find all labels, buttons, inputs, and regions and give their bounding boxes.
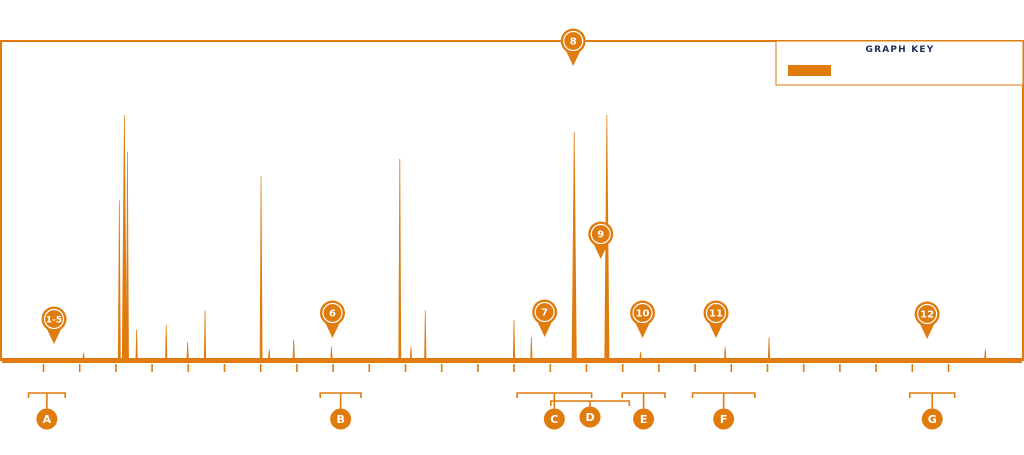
range-c: C	[516, 392, 593, 430]
range-e: E	[621, 392, 666, 430]
range-label: D	[585, 411, 594, 424]
spectrum-baseline	[2, 358, 1022, 363]
spectrum-peak	[424, 310, 427, 359]
marker-label: 9	[597, 230, 604, 241]
spectrum-peak	[330, 346, 333, 359]
x-axis	[42, 364, 950, 372]
peak-marker-6: 6	[319, 300, 345, 338]
marker-ring	[43, 308, 65, 330]
range-annotations: A B C D E F G	[27, 392, 956, 430]
range-label-badge	[633, 408, 655, 430]
marker-badge	[41, 306, 67, 332]
range-f: F	[691, 392, 756, 430]
spectrum-peak	[571, 132, 577, 359]
marker-label: 1-5	[46, 316, 62, 326]
marker-ring	[534, 301, 555, 323]
marker-badge	[914, 301, 940, 327]
legend-frame	[775, 40, 1024, 86]
legend-title: GRAPH KEY	[866, 45, 935, 55]
peak-marker-12: 12	[914, 301, 940, 339]
spectrum-peak	[203, 310, 207, 359]
spectrum-peak	[292, 339, 295, 359]
legend-box: GRAPH KEY	[775, 40, 1024, 86]
marker-ring	[322, 302, 343, 324]
range-label: E	[640, 413, 648, 426]
range-g: G	[909, 392, 956, 430]
spectrum-peak	[121, 115, 127, 359]
range-label: C	[550, 413, 558, 426]
range-label: F	[720, 413, 728, 426]
range-b: B	[319, 392, 362, 430]
spectrum-peak	[409, 346, 413, 359]
spectrum-peak	[186, 341, 189, 359]
range-label: B	[336, 413, 344, 426]
peak-markers: 1-5 6 7 8 9 10 11 12	[41, 28, 940, 344]
peak-marker-8: 8	[560, 28, 586, 66]
spectrum-peak	[512, 320, 516, 359]
range-label-badge	[921, 408, 943, 430]
range-label-badge	[713, 408, 735, 430]
marker-badge	[560, 28, 586, 54]
spectrum-peak	[530, 337, 533, 359]
marker-label: 8	[570, 37, 577, 48]
marker-ring	[705, 302, 727, 324]
marker-ring	[632, 302, 653, 324]
marker-badge	[630, 300, 656, 326]
spectrum-peak	[259, 176, 263, 359]
marker-badge	[588, 221, 614, 247]
marker-label: 11	[709, 309, 723, 320]
marker-label: 7	[541, 308, 548, 319]
range-a: A	[27, 392, 66, 430]
spectrum-peak	[165, 324, 168, 359]
spectrum-peak	[135, 329, 138, 359]
plot-frame	[0, 40, 1024, 361]
peak-marker-10: 10	[630, 300, 656, 338]
marker-badge	[532, 299, 558, 325]
peak-marker-11: 11	[703, 300, 729, 338]
range-d: D	[550, 400, 631, 428]
marker-badge	[703, 300, 729, 326]
spectrum-series	[2, 115, 1022, 363]
marker-label: 6	[329, 309, 336, 320]
peak-marker-1-5: 1-5	[41, 306, 67, 344]
range-label: A	[43, 413, 52, 426]
spectrum-peak	[724, 346, 727, 359]
range-label-badge	[330, 408, 352, 430]
range-label-badge	[579, 406, 601, 428]
range-label: G	[928, 413, 937, 426]
marker-label: 10	[636, 309, 650, 320]
legend-swatch	[788, 65, 831, 76]
spectrum-peak	[767, 337, 771, 359]
peak-marker-9: 9	[588, 221, 614, 259]
spectrum-peak	[82, 352, 85, 359]
range-label-badge	[543, 408, 565, 430]
marker-label: 12	[920, 310, 934, 321]
spectrum-peak	[117, 200, 121, 359]
marker-badge	[319, 300, 345, 326]
range-label-badge	[36, 408, 58, 430]
spectrum-peak	[398, 158, 402, 359]
spectrum-peak	[984, 349, 987, 359]
peak-marker-7: 7	[532, 299, 558, 337]
spectrum-peak	[268, 349, 271, 359]
marker-ring	[917, 303, 938, 325]
marker-ring	[563, 30, 584, 52]
spectrum-peak	[126, 151, 129, 359]
spectrum-peak	[639, 351, 642, 359]
marker-ring	[590, 223, 611, 245]
